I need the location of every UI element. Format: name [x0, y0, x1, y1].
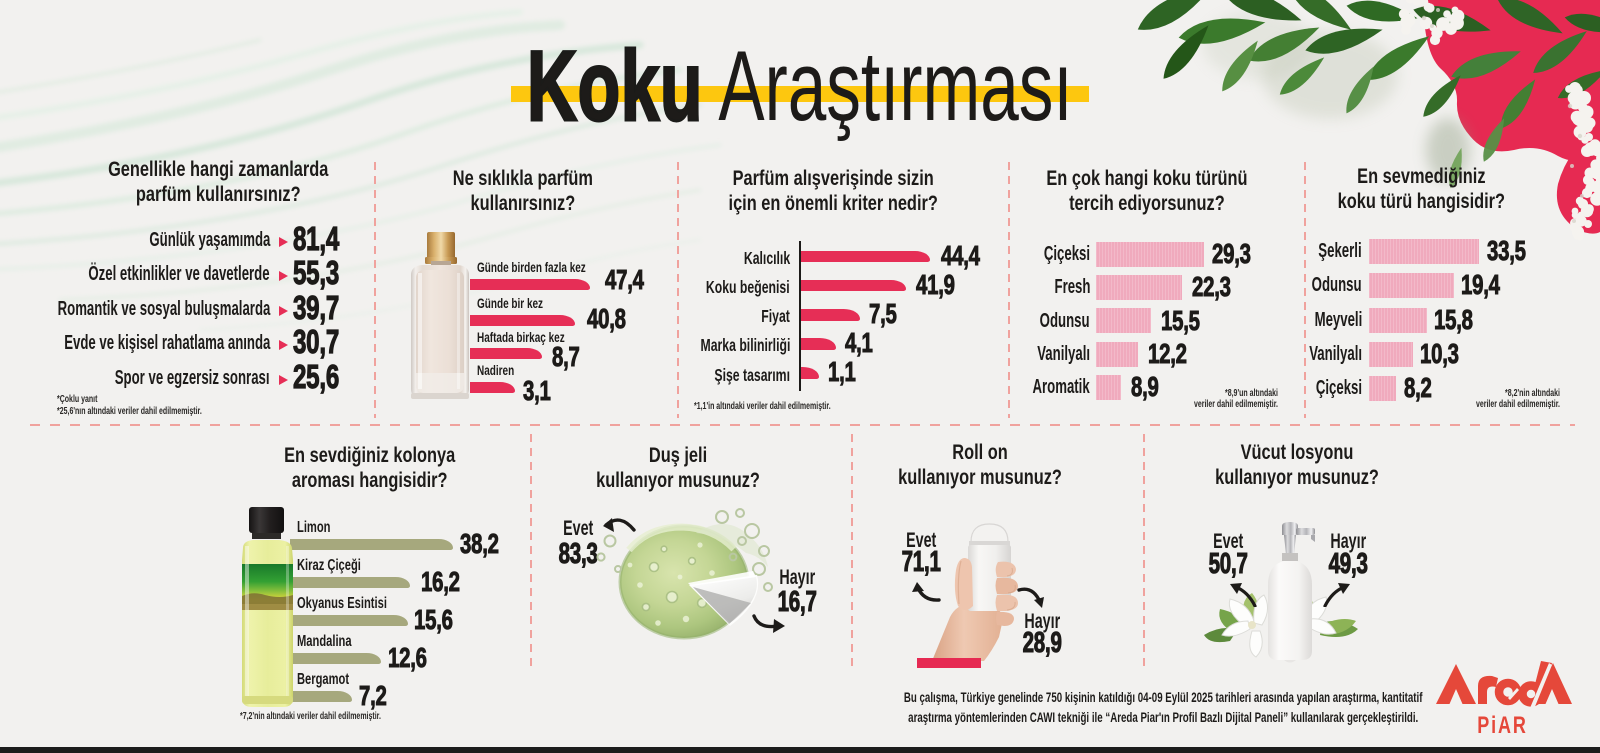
svg-text:PiAR: PiAR: [1477, 713, 1527, 738]
